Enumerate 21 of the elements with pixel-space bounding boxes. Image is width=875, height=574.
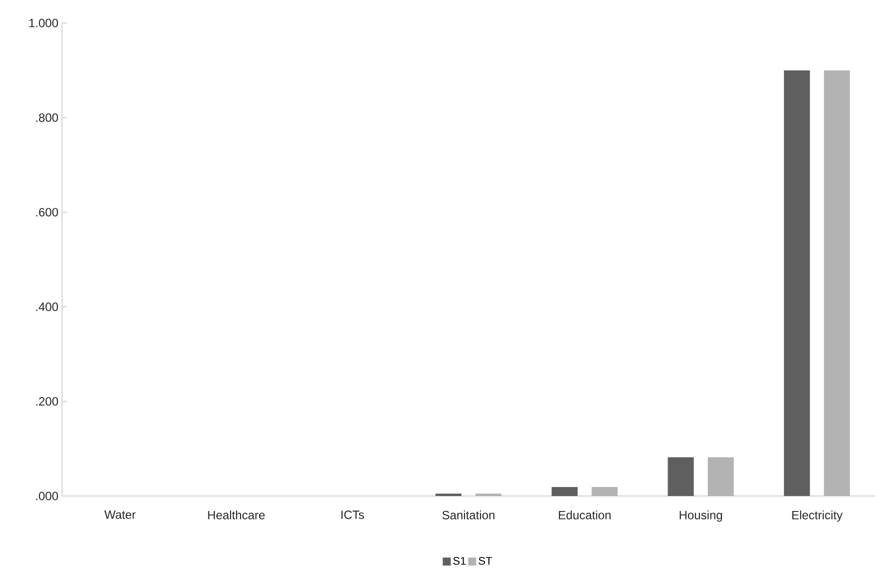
x-tick-label: Water	[104, 510, 136, 519]
x-tick-label: Housing	[680, 510, 722, 522]
bar	[824, 70, 850, 496]
x-tick-label: Sanitation	[442, 510, 494, 520]
x-tick-label: ICTs	[341, 510, 364, 520]
y-tick-label: 1.000	[29, 18, 58, 28]
bar	[668, 457, 694, 496]
legend-label: S1	[453, 556, 466, 565]
bar	[784, 70, 810, 496]
x-tick-label: Electricity	[792, 510, 843, 522]
y-tick-label: .600	[36, 208, 58, 216]
bar	[552, 487, 578, 496]
bar	[708, 457, 734, 496]
x-tick-label: Healthcare	[208, 510, 265, 520]
bar	[592, 487, 618, 496]
x-tick-label: Education	[558, 510, 611, 520]
y-tick-label: .000	[36, 492, 58, 500]
y-tick-label: .800	[36, 113, 58, 122]
y-tick-label: .400	[36, 302, 58, 312]
y-tick-label: .200	[36, 397, 58, 406]
legend-label: ST	[478, 556, 492, 565]
